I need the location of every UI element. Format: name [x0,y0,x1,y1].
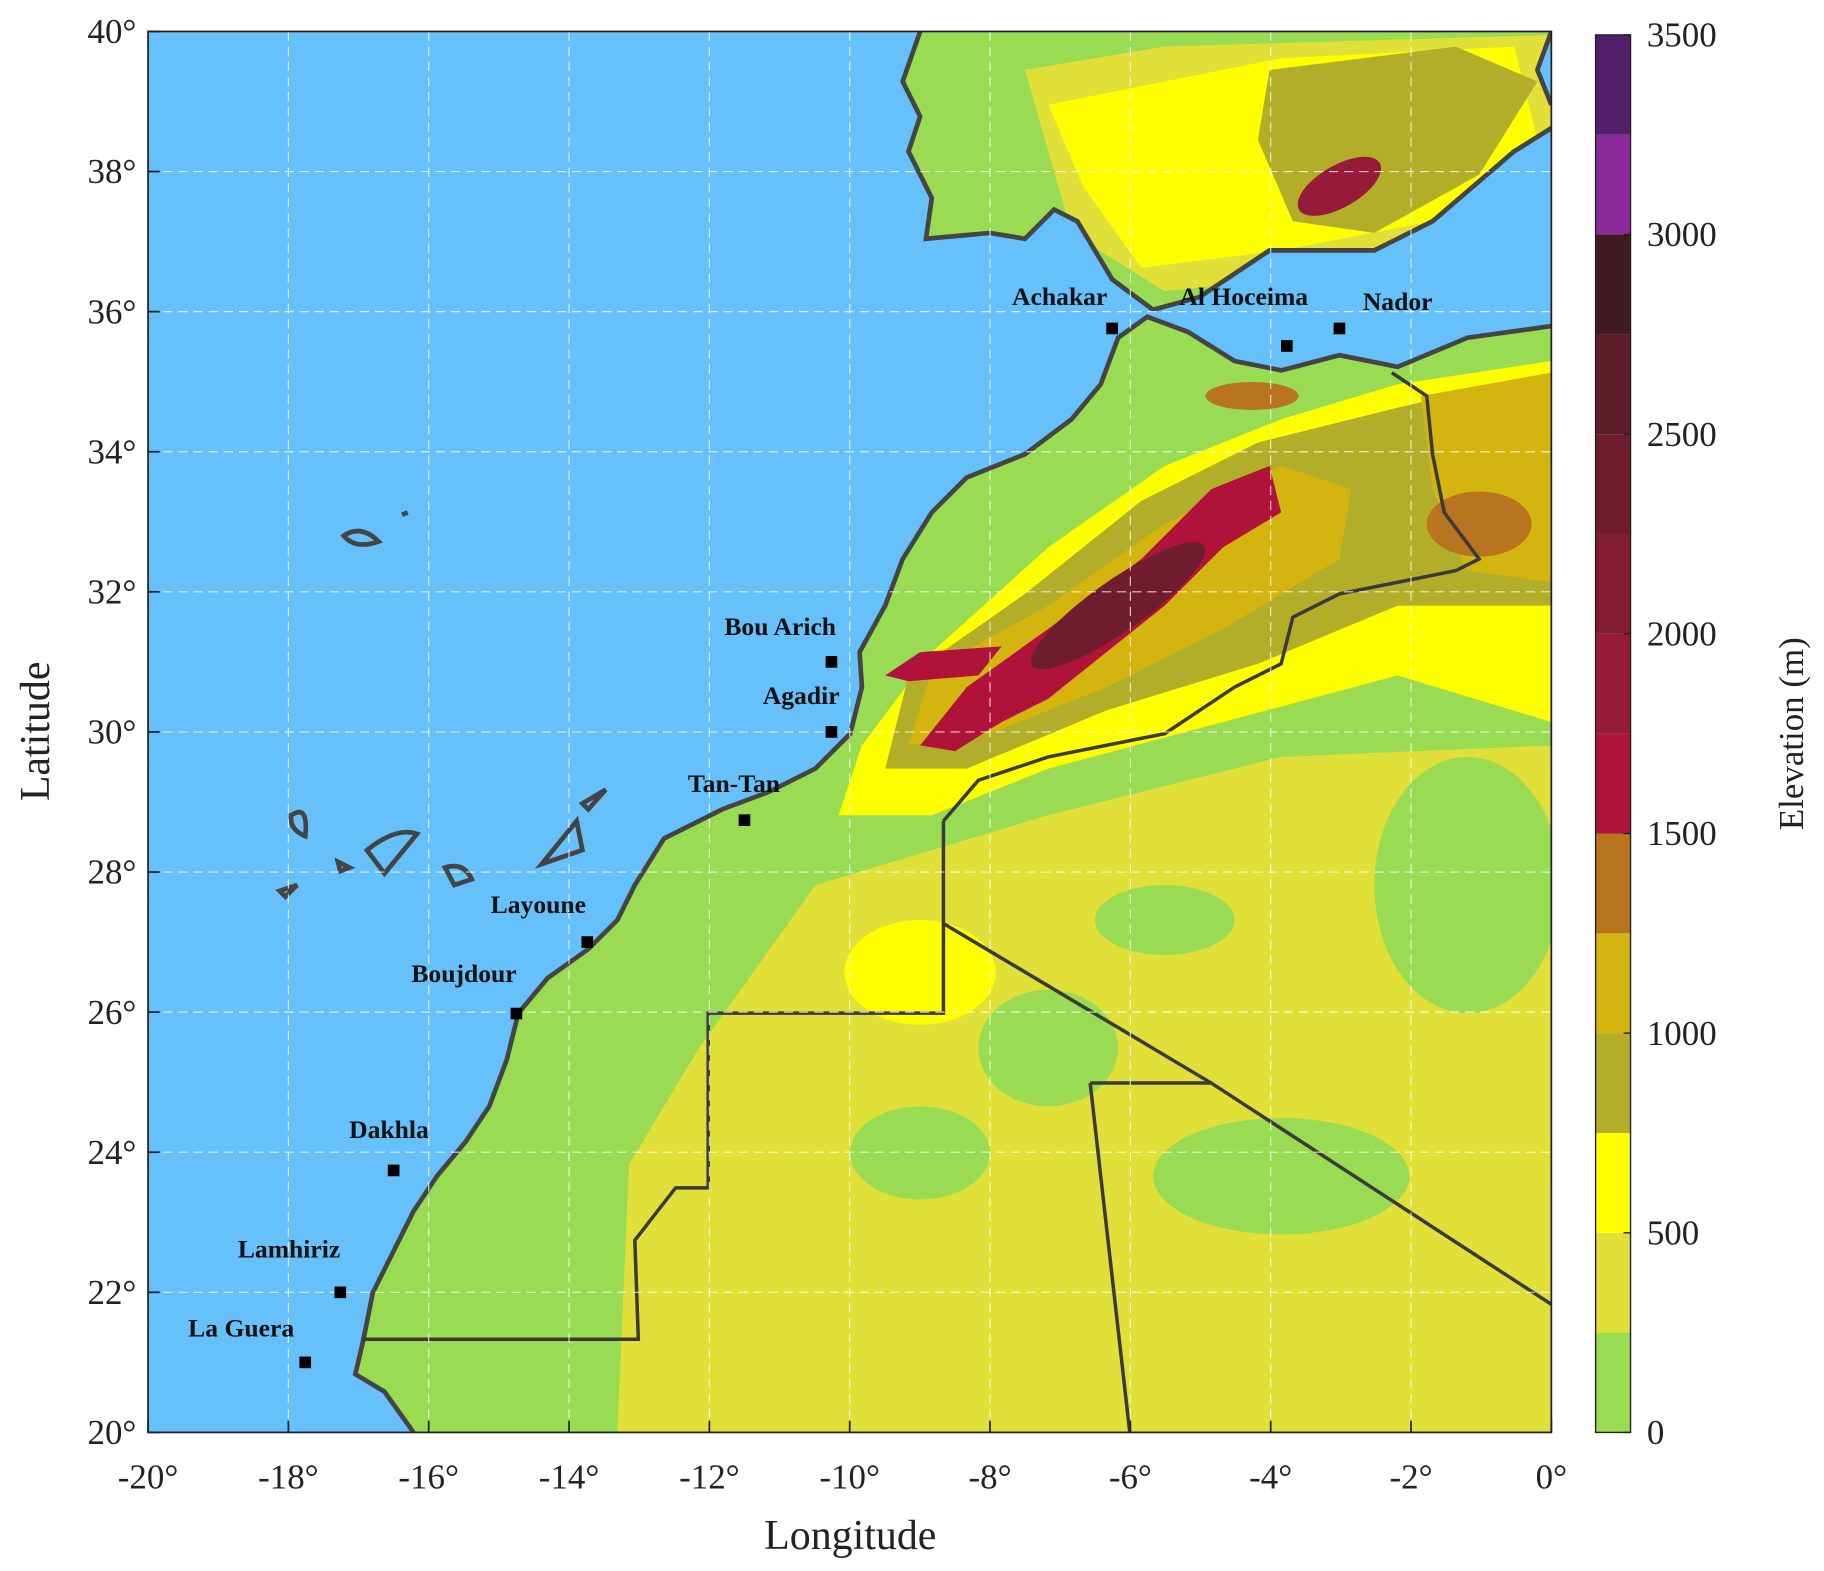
station-marker [1106,322,1118,335]
station-label: Layoune [491,890,586,919]
coastline [352,314,1552,1433]
lowland [1153,1117,1410,1235]
x-axis-label: Longitude [764,1513,936,1559]
colorbar-tick-label: 1000 [1647,1014,1717,1053]
coastlines [275,31,1552,1433]
colorbar-tick-label: 500 [1647,1213,1699,1252]
colorbar-tick-label: 0 [1647,1413,1664,1452]
x-tick-label: -16° [398,1457,459,1496]
x-tick-label: -18° [258,1457,319,1496]
station-label: Lamhiriz [238,1234,340,1263]
colorbar-band [1595,933,1631,1034]
station-label: Tan-Tan [688,769,780,798]
y-tick-label: 34° [88,432,137,471]
coastline [900,31,1552,313]
station-marker [299,1356,312,1369]
y-tick-label: 32° [88,572,137,611]
colorbar-band [1595,633,1631,734]
y-tick-label: 38° [88,152,137,191]
colorbar-band [1595,234,1631,335]
colorbar-frame [1594,34,1632,1434]
y-tick-label: 30° [88,713,137,752]
colorbar-band [1595,434,1631,535]
station-marker [825,656,838,668]
colorbar-band [1595,1132,1631,1233]
border [942,371,1482,823]
border [361,821,946,1341]
coastline [1534,31,1552,106]
x-tick-label: -6° [1109,1457,1152,1496]
x-tick-label: -4° [1249,1457,1292,1496]
map-area: Achakar Al Hoceima Nador Bou Arich Agadir Tan… [148,31,1552,1433]
station-label: La Guera [188,1314,294,1343]
grid [148,31,1552,1433]
x-tick-label: -14° [539,1457,600,1496]
x-tick-label: 0° [1536,1457,1567,1496]
colorbar-band [1595,334,1631,435]
x-tick-label: -12° [679,1457,740,1496]
colorbar-band [1595,34,1631,135]
station-marker [510,1007,523,1020]
border [1088,1081,1212,1433]
colorbar-label: Elevation (m) [1772,637,1811,830]
station-label: Boujdour [411,959,516,988]
station-label: Achakar [1012,282,1107,311]
colorbar-tick-label: 1500 [1647,814,1717,853]
axes: -20° -18° -16° -14° -12° -10° -8° -6° -4° -2° 0° 20… [88,12,1568,1496]
elevation-1250 [1426,491,1532,557]
colorbar-tick-label: 2500 [1647,415,1717,454]
y-tick-label: 20° [88,1413,137,1452]
station-label: Dakhla [349,1115,429,1144]
station-marker [738,814,751,827]
station-label: Al Hoceima [1179,282,1308,311]
colorbar-band [1595,1232,1631,1333]
colorbar-band [1595,833,1631,934]
stations: Achakar Al Hoceima Nador Bou Arich Agadir Tan… [188,282,1433,1369]
station-label: Agadir [763,681,840,710]
y-tick-label: 36° [88,292,137,331]
y-tick-label: 40° [88,12,137,51]
lowland [1374,756,1552,1014]
elevation-1250 [1205,381,1299,410]
y-axis-label: Latitude [13,662,59,802]
island [340,510,409,547]
x-tick-label: -20° [118,1457,179,1496]
station-marker [334,1286,347,1299]
colorbar: 0 500 1000 1500 2000 2500 3000 3500 [1594,16,1717,1452]
colorbar-band [1595,534,1631,634]
colorbar-band [1595,733,1631,834]
x-tick-label: -8° [968,1457,1011,1496]
station-label: Nador [1363,287,1433,316]
y-tick-label: 26° [88,993,137,1032]
station-marker [581,936,594,948]
colorbar-tick-label: 3500 [1647,16,1717,55]
station-label: Bou Arich [724,612,836,641]
y-tick-label: 22° [88,1273,137,1312]
elevation-2250 [1031,541,1206,670]
station-marker [1333,322,1346,335]
station-marker [825,726,838,738]
borders [361,371,1552,1433]
lowland [850,1106,991,1200]
colorbar-band [1595,1332,1631,1433]
colorbar-tick-label: 2000 [1647,615,1717,654]
station-marker [1281,340,1293,352]
y-tick-label: 28° [88,853,137,892]
lowland [1094,885,1235,955]
colorbar-band [1595,134,1631,235]
x-tick-label: -10° [819,1457,880,1496]
colorbar-band [1595,1033,1631,1133]
y-tick-label: 24° [88,1133,137,1172]
station-marker [387,1164,400,1177]
island [275,787,608,901]
colorbar-tick-label: 3000 [1647,215,1717,254]
lowland [978,989,1119,1107]
elevation-500 [844,920,996,1025]
x-tick-label: -2° [1389,1457,1432,1496]
